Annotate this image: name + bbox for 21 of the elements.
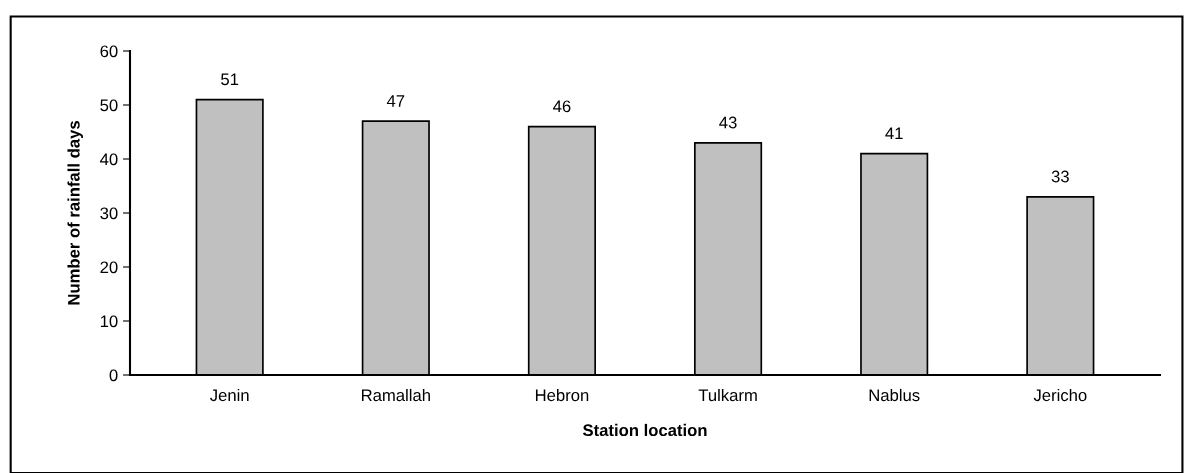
- data-label: 43: [719, 116, 737, 129]
- y-tick-label: 0: [109, 369, 118, 382]
- y-tick-label: 30: [100, 207, 118, 220]
- x-tick-label: Jenin: [210, 388, 249, 402]
- y-tick-label: 60: [100, 45, 118, 58]
- x-tick-label: Hebron: [535, 388, 589, 402]
- y-tick-label: 10: [100, 315, 118, 328]
- data-label: 51: [221, 73, 239, 86]
- data-label: 46: [553, 100, 571, 113]
- x-tick-label: Jericho: [1033, 388, 1087, 402]
- data-label: 33: [1051, 170, 1069, 183]
- x-tick-label: Nablus: [869, 388, 920, 402]
- x-tick-label: Tulkarm: [698, 388, 757, 402]
- x-axis-title: Station location: [582, 423, 707, 437]
- x-tick-label: Ramallah: [361, 388, 430, 402]
- data-label: 47: [386, 95, 405, 107]
- y-tick-label: 40: [100, 153, 118, 166]
- y-tick-label: 20: [100, 261, 118, 274]
- data-label: 41: [885, 127, 903, 140]
- y-axis-title: Number of rainfall days: [67, 121, 83, 305]
- y-tick-label: 50: [100, 99, 118, 112]
